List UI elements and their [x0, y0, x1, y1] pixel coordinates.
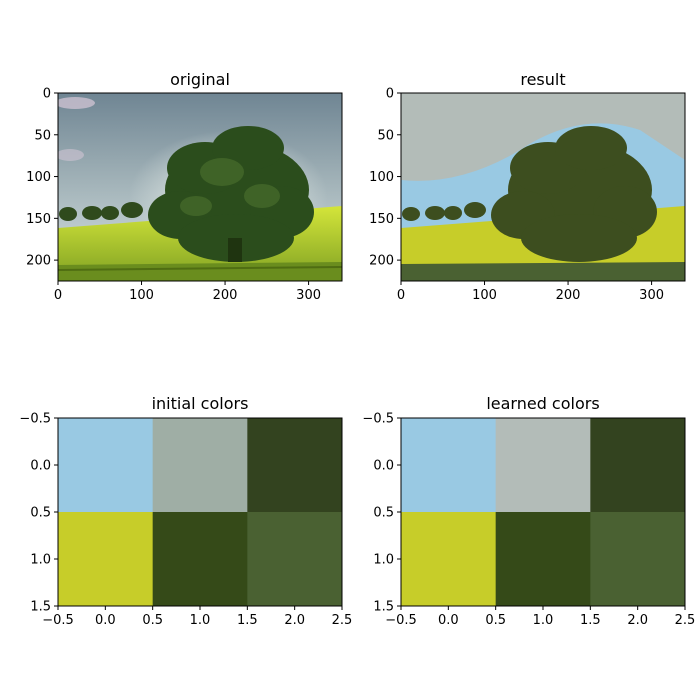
color-cell [247, 418, 343, 513]
color-cell [58, 418, 154, 513]
color-cell [590, 418, 686, 513]
x-tick-label: 1.5 [237, 613, 258, 628]
y-tick-label: 1.5 [373, 600, 394, 615]
x-tick-label: 1.0 [533, 613, 554, 628]
color-cell [58, 512, 154, 607]
y-tick-label: 0.0 [30, 459, 51, 474]
axes-frame-original [57, 92, 343, 282]
result-image [401, 93, 685, 281]
x-tick-label: 2.5 [332, 613, 353, 628]
y-tick-label: 1.5 [30, 600, 51, 615]
y-tick-label: 0 [386, 87, 394, 102]
x-tick-label: 1.0 [190, 613, 211, 628]
x-tick-label: 1.5 [580, 613, 601, 628]
panel-title-result: result [520, 70, 565, 89]
panel-title-learned-colors: learned colors [486, 394, 599, 413]
x-tick-label: 100 [129, 288, 154, 303]
color-cell [247, 512, 343, 607]
initial-colors-heatmap [58, 418, 343, 607]
y-tick-label: 200 [26, 254, 51, 269]
color-cell [152, 512, 248, 607]
y-tick-label: 1.0 [373, 553, 394, 568]
x-tick-label: 0.0 [95, 613, 116, 628]
panel-title-original: original [170, 70, 230, 89]
x-tick-label: 2.5 [675, 613, 696, 628]
x-tick-label: 200 [213, 288, 238, 303]
color-cell [495, 418, 591, 513]
color-cell [152, 418, 248, 513]
y-tick-label: −0.5 [19, 412, 51, 427]
y-tick-label: 0 [43, 87, 51, 102]
x-tick-label: −0.5 [385, 613, 417, 628]
x-tick-label: 2.0 [627, 613, 648, 628]
color-cell [590, 512, 686, 607]
y-tick-label: −0.5 [362, 412, 394, 427]
original-image [58, 93, 342, 281]
y-tick-label: 0.5 [30, 506, 51, 521]
color-cell [495, 512, 591, 607]
y-tick-label: 0.5 [373, 506, 394, 521]
panel-title-initial-colors: initial colors [152, 394, 249, 413]
x-tick-label: 100 [472, 288, 497, 303]
color-cell [401, 418, 497, 513]
x-tick-label: 2.0 [284, 613, 305, 628]
x-tick-label: 0 [54, 288, 62, 303]
x-tick-label: 0.5 [142, 613, 163, 628]
y-tick-label: 200 [369, 254, 394, 269]
y-tick-label: 50 [34, 128, 51, 143]
learned-colors-heatmap [401, 418, 686, 607]
x-tick-label: 200 [556, 288, 581, 303]
y-tick-label: 1.0 [30, 553, 51, 568]
y-tick-label: 150 [26, 212, 51, 227]
x-tick-label: 0.5 [485, 613, 506, 628]
y-tick-label: 50 [377, 128, 394, 143]
y-tick-label: 150 [369, 212, 394, 227]
y-tick-label: 0.0 [373, 459, 394, 474]
x-tick-label: 0 [397, 288, 405, 303]
x-tick-label: −0.5 [42, 613, 74, 628]
x-tick-label: 0.0 [438, 613, 459, 628]
color-cell [401, 512, 497, 607]
axes-frame-result [400, 92, 686, 282]
y-tick-label: 100 [369, 170, 394, 185]
x-tick-label: 300 [639, 288, 664, 303]
x-tick-label: 300 [296, 288, 321, 303]
y-tick-label: 100 [26, 170, 51, 185]
